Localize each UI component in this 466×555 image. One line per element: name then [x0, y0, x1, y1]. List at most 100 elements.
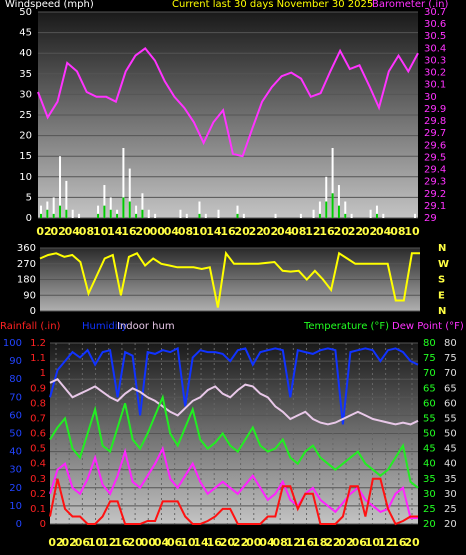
x-tick-label: 16	[114, 536, 130, 549]
legend-label: Indoor hum	[117, 321, 175, 332]
y-tick-label: 0	[16, 519, 22, 530]
x-tick-label: 12	[286, 536, 301, 549]
x-tick-label: 16	[207, 536, 223, 549]
x-tick-label: 20	[334, 225, 350, 238]
x-tick-label: 10	[180, 536, 196, 549]
y-tick-label: 80	[9, 374, 22, 385]
axis-title: Dew Point (°F)	[392, 321, 464, 332]
y-tick-label: 0	[26, 213, 32, 224]
y-tick-label: 30	[444, 489, 457, 500]
y-tick-label: 35	[423, 474, 436, 485]
y-tick-label: 5	[26, 192, 32, 203]
y-tick-label: 50	[19, 7, 32, 18]
y-tick-label: 60	[9, 410, 22, 421]
x-tick-label: 00	[141, 536, 157, 549]
x-tick-label: 00	[246, 536, 262, 549]
y-tick-label: 29	[424, 213, 437, 224]
axis-title: Rainfall (.in)	[0, 321, 61, 332]
series-line	[37, 47, 419, 158]
axis-title: Temperature (°F)	[303, 321, 389, 332]
x-tick-label: 12	[101, 536, 116, 549]
x-tick-label: 18	[312, 536, 327, 549]
y-tick-label: 70	[423, 368, 436, 379]
x-tick-label: 22	[233, 536, 248, 549]
axis-title: Windspeed (mph)	[5, 0, 94, 10]
y-tick-label: 30.6	[424, 19, 446, 30]
y-tick-label: 20	[444, 519, 457, 530]
y-tick-label: 1.1	[30, 353, 46, 364]
y-tick-label: 1	[40, 368, 46, 379]
y-tick-label: 29.9	[424, 104, 446, 115]
y-tick-label: 29.3	[424, 177, 446, 188]
x-tick-label: 08	[390, 225, 405, 238]
y-tick-label: 35	[19, 69, 32, 80]
y-tick-label: 29.1	[424, 201, 446, 212]
y-tick-label: 50	[423, 429, 436, 440]
x-tick-label: 02	[62, 536, 77, 549]
y-tick-label: 0.7	[30, 413, 46, 424]
y-tick-label: 30	[19, 89, 32, 100]
y-tick-label: 30.7	[424, 7, 446, 18]
compass-label: N	[438, 306, 446, 317]
y-tick-label: 75	[444, 353, 457, 364]
y-tick-label: 0.6	[30, 429, 46, 440]
x-tick-label: 04	[376, 225, 392, 238]
y-tick-label: 0.1	[30, 504, 46, 515]
chart-title: Current last 30 days November 30 2025	[172, 0, 373, 10]
y-tick-label: 40	[9, 447, 22, 458]
legend-label: Humidity	[82, 321, 127, 332]
y-tick-label: 30	[424, 92, 437, 103]
y-tick-label: 29.2	[424, 189, 446, 200]
x-tick-label: 12	[305, 225, 320, 238]
y-tick-label: 100	[3, 338, 22, 349]
x-tick-label: 06	[167, 536, 183, 549]
x-tick-label: 02	[263, 225, 278, 238]
x-tick-label: 10	[404, 225, 420, 238]
x-tick-label: 20	[234, 225, 250, 238]
y-tick-label: 30.3	[424, 55, 446, 66]
series-line	[49, 477, 418, 526]
x-tick-label: 10	[93, 225, 109, 238]
x-tick-label: 04	[277, 225, 293, 238]
y-tick-label: 30.4	[424, 43, 446, 54]
x-tick-label: 08	[272, 536, 287, 549]
y-tick-label: 0.9	[30, 383, 46, 394]
y-tick-label: 75	[423, 353, 436, 364]
x-tick-label: 04	[259, 536, 275, 549]
y-tick-label: 40	[423, 459, 436, 470]
y-tick-label: 80	[423, 338, 436, 349]
y-tick-label: 20	[19, 131, 32, 142]
y-tick-label: 30.5	[424, 31, 446, 42]
x-tick-label: 04	[154, 536, 170, 549]
y-tick-label: 15	[19, 151, 32, 162]
x-tick-label: 08	[79, 225, 94, 238]
x-tick-label: 16	[220, 225, 236, 238]
compass-label: W	[438, 259, 449, 270]
x-tick-label: 20	[135, 225, 151, 238]
y-tick-label: 90	[23, 290, 36, 301]
y-tick-label: 270	[17, 259, 36, 270]
y-tick-label: 20	[423, 519, 436, 530]
y-tick-label: 29.6	[424, 140, 446, 151]
y-tick-label: 29.8	[424, 116, 446, 127]
series-line	[49, 377, 419, 426]
x-tick-label: 16	[319, 225, 335, 238]
y-tick-label: 25	[444, 504, 457, 515]
y-tick-label: 360	[17, 243, 36, 254]
axis-title: Barometer (.in)	[372, 0, 448, 10]
y-tick-label: 0	[30, 306, 36, 317]
y-tick-label: 70	[9, 392, 22, 403]
x-tick-label: 14	[206, 225, 222, 238]
y-tick-label: 25	[19, 110, 32, 121]
compass-label: E	[438, 290, 445, 301]
x-tick-label: 08	[178, 225, 193, 238]
y-tick-label: 70	[444, 368, 457, 379]
y-tick-label: 10	[19, 172, 32, 183]
y-tick-label: 45	[444, 444, 457, 455]
y-tick-label: 30	[423, 489, 436, 500]
x-tick-label: 00	[150, 225, 166, 238]
y-tick-label: 40	[444, 459, 457, 470]
x-tick-label: 10	[88, 536, 104, 549]
y-tick-label: 45	[19, 28, 32, 39]
